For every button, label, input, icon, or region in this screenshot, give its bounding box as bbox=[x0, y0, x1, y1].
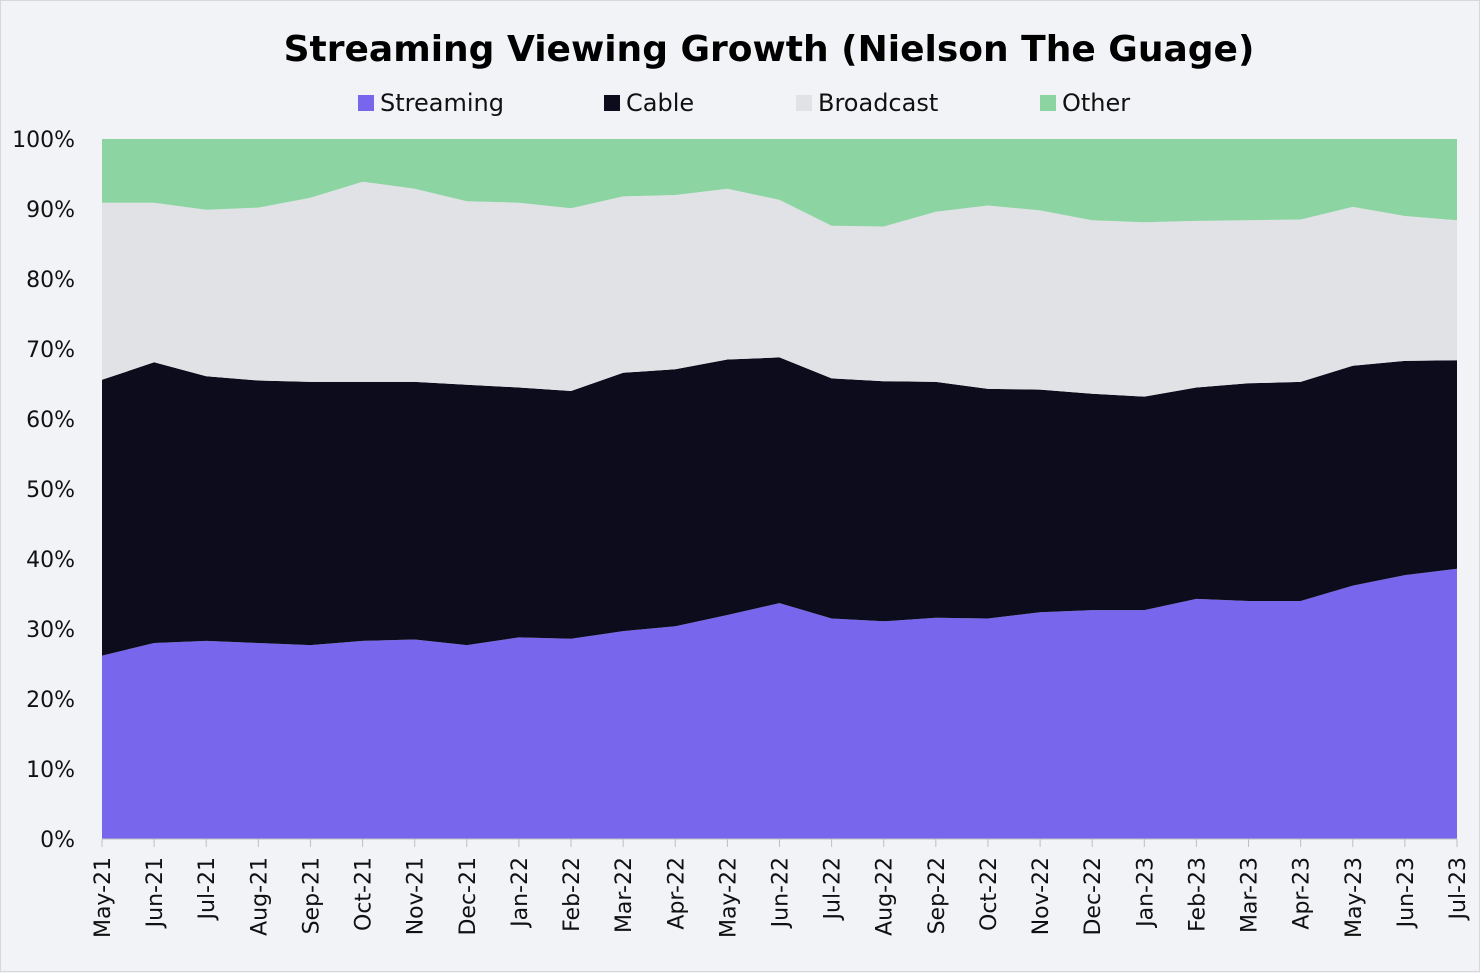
legend-label: Broadcast bbox=[818, 89, 938, 117]
x-tick-label: Dec-22 bbox=[1081, 857, 1106, 936]
legend-item-broadcast: Broadcast bbox=[796, 89, 938, 117]
x-tick-label: Apr-22 bbox=[664, 857, 689, 930]
x-tick-label: Feb-23 bbox=[1185, 857, 1210, 932]
x-tick-label: Jun-22 bbox=[769, 857, 794, 929]
y-tick-label: 20% bbox=[26, 688, 75, 713]
x-tick-label: May-21 bbox=[91, 857, 116, 938]
chart-legend: Streaming Cable Broadcast Other bbox=[358, 89, 1130, 117]
chart-title: Streaming Viewing Growth (Nielson The Gu… bbox=[284, 29, 1255, 70]
legend-label: Other bbox=[1062, 89, 1130, 117]
legend-item-other: Other bbox=[1040, 89, 1130, 117]
x-tick-label: Nov-21 bbox=[404, 857, 429, 935]
x-tick-label: Jan-23 bbox=[1133, 857, 1158, 929]
x-tick-label: Dec-21 bbox=[456, 857, 481, 936]
x-tick-label: Apr-23 bbox=[1290, 857, 1315, 930]
x-tick-label: Jan-22 bbox=[508, 857, 533, 929]
y-tick-label: 60% bbox=[26, 408, 75, 433]
x-tick-label: Jul-21 bbox=[195, 857, 220, 921]
x-tick-label: Oct-22 bbox=[977, 857, 1002, 931]
legend-swatch bbox=[358, 95, 374, 111]
y-tick-label: 30% bbox=[26, 618, 75, 643]
x-tick-label: Jul-23 bbox=[1446, 857, 1471, 921]
x-tick-label: Oct-21 bbox=[352, 857, 377, 931]
y-tick-label: 70% bbox=[26, 338, 75, 363]
y-tick-label: 0% bbox=[40, 828, 75, 853]
y-tick-label: 80% bbox=[26, 268, 75, 293]
x-tick-label: Sep-22 bbox=[925, 857, 950, 934]
x-tick-label: Jun-21 bbox=[143, 857, 168, 929]
area-series-cable bbox=[102, 357, 1457, 656]
legend-item-cable: Cable bbox=[604, 89, 694, 117]
y-tick-label: 40% bbox=[26, 548, 75, 573]
area-series-broadcast bbox=[102, 181, 1457, 397]
x-tick-label: Feb-22 bbox=[560, 857, 585, 932]
y-tick-label: 50% bbox=[26, 478, 75, 503]
legend-swatch bbox=[796, 95, 812, 111]
x-tick-label: Sep-21 bbox=[299, 857, 324, 934]
x-tick-label: Jul-22 bbox=[821, 857, 846, 921]
x-tick-label: Jun-23 bbox=[1394, 857, 1419, 929]
legend-swatch bbox=[1040, 95, 1056, 111]
x-tick-label: May-23 bbox=[1342, 857, 1367, 938]
x-axis: May-21 Jun-21 Jul-21 Aug-21 Sep-21 Oct-21 Nov-… bbox=[91, 838, 1471, 938]
legend-label: Cable bbox=[626, 89, 694, 117]
x-tick-label: Mar-23 bbox=[1238, 857, 1263, 933]
x-tick-label: Aug-21 bbox=[247, 857, 272, 936]
area-series-streaming bbox=[102, 568, 1457, 839]
legend-swatch bbox=[604, 95, 620, 111]
x-tick-label: Mar-22 bbox=[612, 857, 637, 933]
y-tick-label: 90% bbox=[26, 198, 75, 223]
area-series-other bbox=[102, 139, 1457, 227]
x-tick-label: May-22 bbox=[716, 857, 741, 938]
legend-label: Streaming bbox=[380, 89, 504, 117]
y-tick-label: 100% bbox=[12, 128, 75, 153]
legend-item-streaming: Streaming bbox=[358, 89, 504, 117]
y-tick-label: 10% bbox=[26, 758, 75, 783]
x-tick-label: Nov-22 bbox=[1029, 857, 1054, 935]
plot-areas bbox=[102, 139, 1457, 839]
x-tick-label: Aug-22 bbox=[873, 857, 898, 936]
y-axis: 0% 10% 20% 30% 40% 50% 60% 70% 80% 90% 100% bbox=[12, 128, 75, 853]
